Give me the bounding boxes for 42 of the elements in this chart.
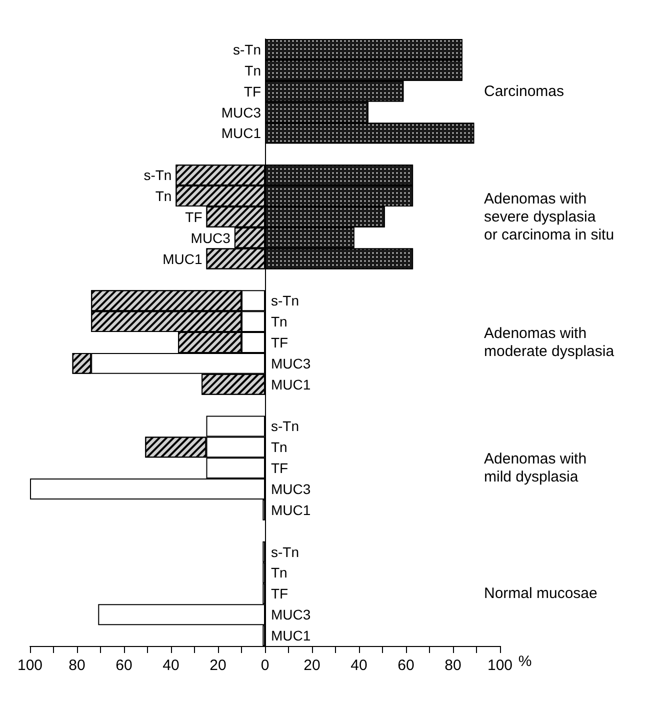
x-tick-label: 80	[68, 657, 86, 674]
x-tick-label: 40	[350, 657, 368, 674]
x-tick-label: 100	[487, 657, 513, 674]
y-tick-label: Tn	[155, 188, 172, 204]
y-tick-label: s-Tn	[271, 292, 299, 309]
y-tick-label: TF	[271, 334, 288, 350]
y-tick-label: MUC1	[271, 376, 311, 392]
y-tick-label: Tn	[271, 314, 288, 330]
y-tick-label: MUC1	[271, 502, 311, 518]
y-tick-label: MUC1	[221, 125, 262, 142]
y-tick-label: s-Tn	[233, 41, 261, 58]
y-tick-label: MUC3	[190, 230, 231, 246]
y-tick-label: Tn	[271, 564, 288, 581]
x-tick-label: 0	[260, 657, 270, 674]
annotation: Adenomas with mild dysplasia	[484, 450, 587, 486]
y-tick-label: s-Tn	[271, 544, 299, 560]
x-tick-label: 100	[17, 657, 43, 674]
y-tick-label: TF	[271, 586, 288, 602]
annotation: Normal mucosae	[484, 585, 598, 602]
annotation: Carcinomas	[484, 82, 564, 100]
y-tick-label: TF	[185, 208, 202, 225]
annotation: Adenomas with moderate dysplasia	[484, 325, 615, 360]
y-tick-label: s-Tn	[144, 167, 172, 184]
y-tick-label: MUC1	[162, 250, 202, 267]
x-tick-label: 40	[162, 657, 180, 674]
y-tick-label: Tn	[244, 62, 261, 78]
x-tick-label: 20	[304, 657, 320, 674]
x-tick-label: 60	[398, 657, 414, 674]
y-tick-label: MUC3	[221, 104, 262, 120]
y-tick-label: TF	[244, 83, 261, 100]
y-tick-label: MUC3	[271, 481, 311, 498]
y-tick-label: MUC3	[271, 606, 311, 623]
y-tick-label: Tn	[271, 439, 288, 456]
x-tick-label: 20	[210, 657, 226, 674]
y-tick-label: s-Tn	[271, 418, 299, 434]
x-axis-title: %	[518, 653, 532, 670]
y-tick-label: TF	[271, 460, 288, 476]
annotation: Adenomas with severe dysplasia or carcinoma in situ	[484, 190, 614, 244]
y-tick-label: MUC1	[271, 628, 311, 644]
x-tick-label: 80	[444, 657, 462, 674]
y-tick-label: MUC3	[271, 355, 311, 372]
x-tick-label: 60	[116, 657, 132, 674]
